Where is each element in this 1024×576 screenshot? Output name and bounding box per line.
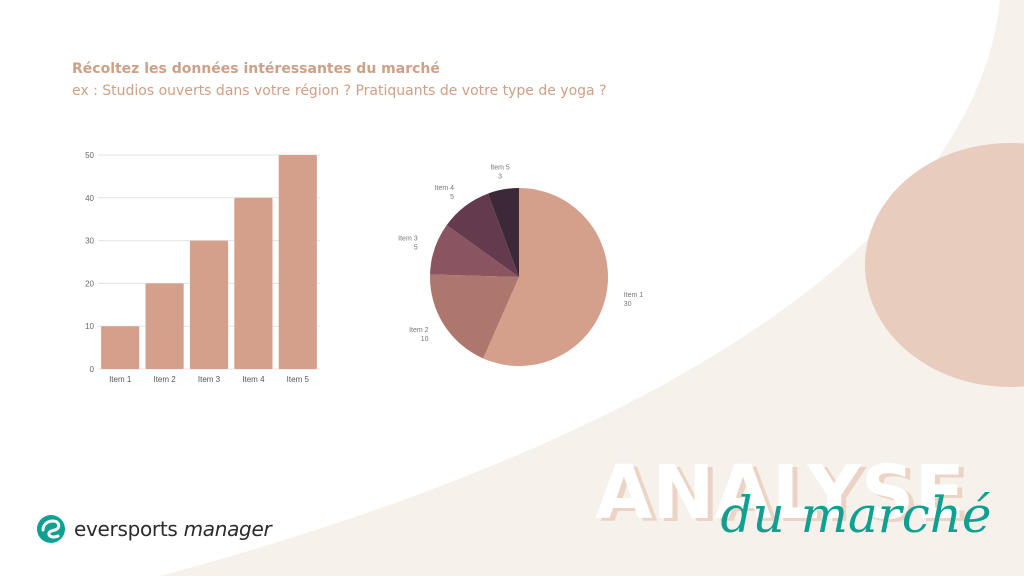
bar-x-tick-label: Item 3 — [198, 375, 221, 384]
logo-word-manager: manager — [183, 517, 272, 541]
bar-x-tick-label: Item 2 — [153, 375, 176, 384]
logo-word-eversports: eversports — [74, 517, 178, 541]
heading-block: Récoltez les données intéressantes du ma… — [72, 60, 607, 102]
bar-y-tick-label: 10 — [85, 322, 94, 331]
bar-y-tick-label: 20 — [85, 279, 94, 288]
title-script: du marché — [720, 486, 991, 544]
eversports-logo: eversports manager — [36, 514, 272, 544]
slide-subheading: ex : Studios ouverts dans votre région ?… — [72, 83, 607, 99]
pie-slice — [430, 225, 519, 277]
pie-label: Item 1 — [624, 292, 644, 299]
bar-y-tick-label: 0 — [90, 365, 95, 374]
pie-label: Item 4 — [435, 185, 455, 192]
slide-heading: Récoltez les données intéressantes du ma… — [72, 61, 440, 77]
pie-value-label: 30 — [624, 301, 632, 308]
pie-slice — [430, 274, 519, 359]
title-main: ANALYSE — [595, 450, 965, 536]
bar — [234, 197, 273, 369]
pie-value-label: 10 — [421, 336, 429, 343]
bar — [189, 240, 229, 369]
pie-slice — [483, 188, 608, 366]
bar — [278, 155, 317, 369]
bar-x-tick-label: Item 4 — [242, 375, 265, 384]
bar-x-tick-label: Item 1 — [109, 375, 132, 384]
bar-x-tick-label: Item 5 — [287, 375, 310, 384]
pie-label: Item 3 — [398, 236, 418, 243]
pie-value-label: 3 — [498, 174, 502, 181]
decorative-blob — [865, 143, 1024, 387]
title-main-shadow: ANALYSE — [600, 453, 970, 539]
pie-value-label: 5 — [414, 245, 418, 252]
pie-slice — [446, 193, 519, 277]
eversports-logo-icon — [37, 515, 65, 543]
bar — [145, 283, 184, 369]
pie-label: Item 2 — [409, 327, 429, 334]
bar-y-tick-label: 50 — [85, 151, 94, 160]
pie-value-label: 5 — [450, 194, 454, 201]
pie-slice — [488, 188, 519, 277]
bar-y-tick-label: 30 — [85, 237, 94, 246]
bar-y-tick-label: 40 — [85, 194, 94, 203]
pie-label: Item 5 — [490, 165, 510, 172]
title-block: ANALYSE ANALYSE du marché — [595, 450, 991, 544]
bar — [101, 326, 140, 369]
